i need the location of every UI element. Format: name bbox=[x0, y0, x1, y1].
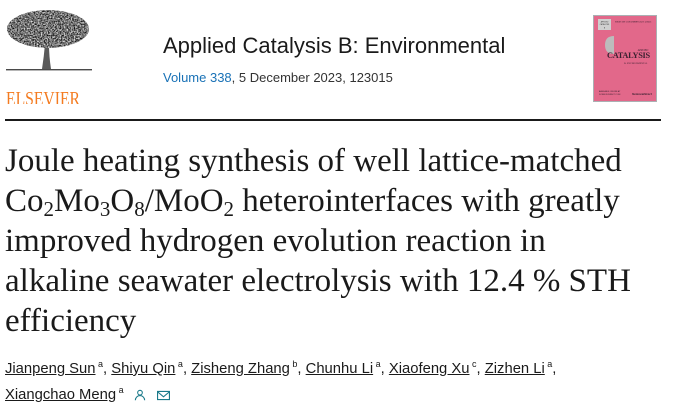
svg-text:ScienceDirect: ScienceDirect bbox=[632, 92, 653, 96]
svg-text:ISSUE 338 5 DECEMBER 2023 12: ISSUE 338 5 DECEMBER 2023 123015 bbox=[615, 22, 652, 24]
svg-text:APPLIED: APPLIED bbox=[601, 20, 609, 23]
svg-text:B: ENVIRONMENTAL: B: ENVIRONMENTAL bbox=[624, 62, 648, 65]
svg-text:CATALYSIS: CATALYSIS bbox=[600, 23, 610, 26]
svg-text:CATALYSIS: CATALYSIS bbox=[607, 51, 650, 60]
svg-text:AVAILABLE ONLINE AT: AVAILABLE ONLINE AT bbox=[599, 90, 621, 93]
svg-text:SCIENCEDIRECT.COM: SCIENCEDIRECT.COM bbox=[599, 94, 621, 96]
svg-text:ELSEVIER: ELSEVIER bbox=[6, 88, 81, 104]
